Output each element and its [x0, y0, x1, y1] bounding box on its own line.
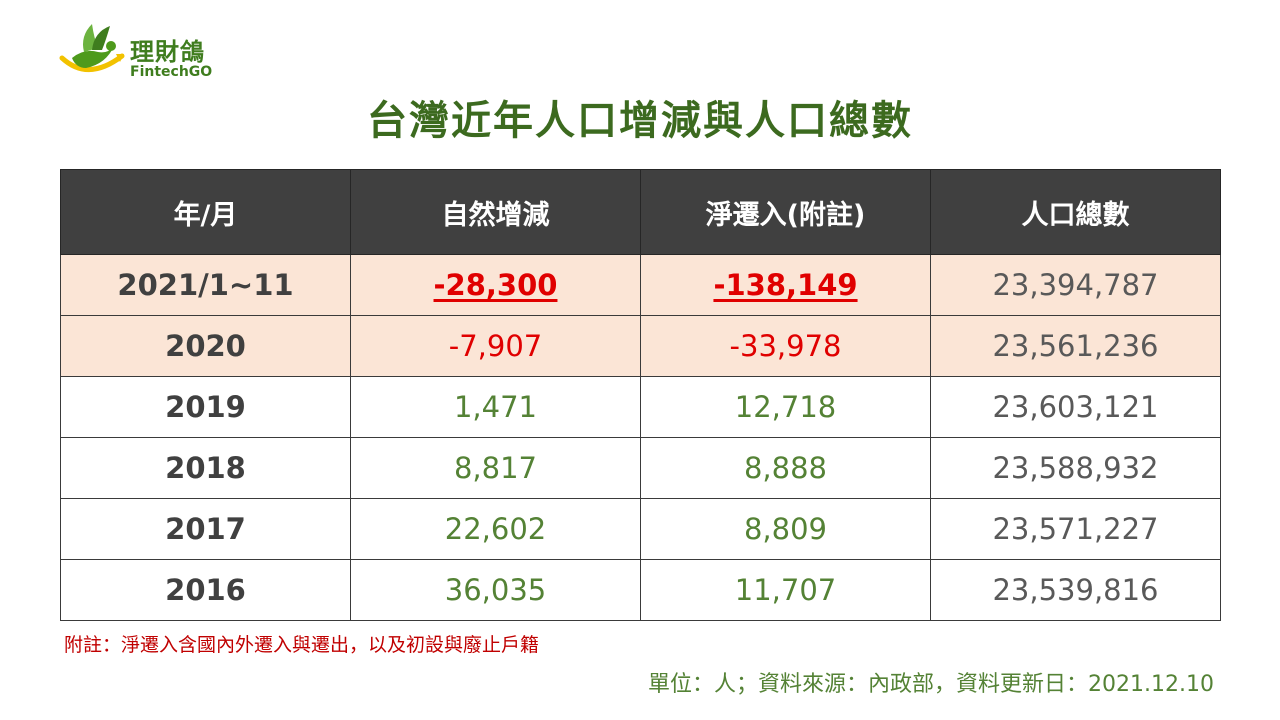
logo-name-cn: 理財鴿 — [130, 38, 205, 66]
cell-natural-change: 36,035 — [350, 559, 641, 621]
page-title: 台灣近年人口增減與人口總數 — [367, 98, 913, 144]
table-row: 2016 36,035 11,707 23,539,816 — [60, 559, 1221, 621]
population-table: 年/月 自然增減 淨遷入(附註) 人口總數 2021/1~11 -28,300 … — [60, 169, 1221, 621]
table-row: 2019 1,471 12,718 23,603,121 — [60, 376, 1221, 438]
header-period: 年/月 — [60, 169, 351, 255]
cell-net-migration: 11,707 — [640, 559, 931, 621]
cell-period: 2017 — [60, 498, 351, 560]
logo: 理財鴿 FintechGO — [58, 18, 228, 88]
table-row: 2020 -7,907 -33,978 23,561,236 — [60, 315, 1221, 377]
cell-net-migration: 12,718 — [640, 376, 931, 438]
cell-natural-change: -28,300 — [350, 254, 641, 316]
dove-icon — [59, 24, 125, 72]
footnote: 附註：淨遷入含國內外遷入與遷出，以及初設與廢止戶籍 — [64, 634, 540, 656]
cell-total-population: 23,571,227 — [930, 498, 1221, 560]
cell-total-population: 23,561,236 — [930, 315, 1221, 377]
cell-total-population: 23,588,932 — [930, 437, 1221, 499]
header-net-migration: 淨遷入(附註) — [640, 169, 931, 255]
cell-natural-change: 1,471 — [350, 376, 641, 438]
cell-period: 2019 — [60, 376, 351, 438]
header-total-population: 人口總數 — [930, 169, 1221, 255]
table-header-row: 年/月 自然增減 淨遷入(附註) 人口總數 — [60, 169, 1221, 255]
cell-natural-change: -7,907 — [350, 315, 641, 377]
table-row: 2017 22,602 8,809 23,571,227 — [60, 498, 1221, 560]
table-row: 2021/1~11 -28,300 -138,149 23,394,787 — [60, 254, 1221, 316]
cell-total-population: 23,603,121 — [930, 376, 1221, 438]
cell-period: 2016 — [60, 559, 351, 621]
cell-net-migration: -33,978 — [640, 315, 931, 377]
source-note: 單位：人；資料來源：內政部，資料更新日：2021.12.10 — [648, 672, 1214, 697]
cell-natural-change: 8,817 — [350, 437, 641, 499]
table-row: 2018 8,817 8,888 23,588,932 — [60, 437, 1221, 499]
cell-period: 2020 — [60, 315, 351, 377]
logo-name-en: FintechGO — [130, 64, 213, 80]
cell-total-population: 23,539,816 — [930, 559, 1221, 621]
cell-period: 2018 — [60, 437, 351, 499]
cell-natural-change: 22,602 — [350, 498, 641, 560]
cell-net-migration: 8,809 — [640, 498, 931, 560]
cell-period: 2021/1~11 — [60, 254, 351, 316]
cell-net-migration: -138,149 — [640, 254, 931, 316]
cell-net-migration: 8,888 — [640, 437, 931, 499]
header-natural-change: 自然增減 — [350, 169, 641, 255]
cell-total-population: 23,394,787 — [930, 254, 1221, 316]
